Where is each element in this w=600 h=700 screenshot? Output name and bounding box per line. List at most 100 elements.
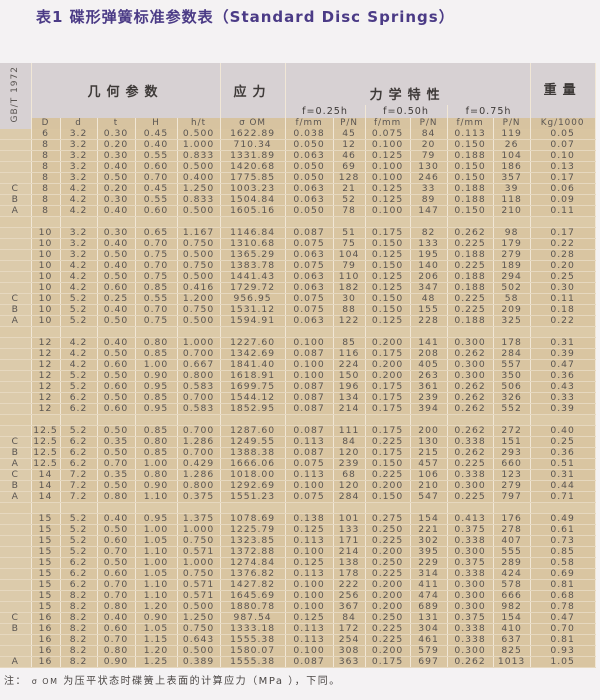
table-cell: 0.188 [447, 315, 494, 327]
table-cell: 6 [31, 129, 61, 140]
table-cell: 1555.38 [220, 634, 286, 646]
table-cell: 0.500 [177, 129, 221, 140]
table-cell: 0.100 [285, 645, 334, 657]
table-cell: 289 [493, 557, 531, 569]
table-cell: 0.40 [97, 513, 136, 525]
table-cell: 325 [493, 315, 531, 327]
table-cell: 547 [410, 491, 448, 503]
table-cell: 0.80 [135, 469, 178, 481]
table-row: C 16 8.2 0.40 0.90 1.250 987.54 0.125 84 0.250 131… [0, 612, 596, 624]
table-cell: 0.150 [365, 238, 411, 250]
table-cell: 0.18 [530, 304, 596, 316]
table-cell: 0.05 [530, 129, 596, 140]
table-cell: 0.225 [447, 260, 494, 272]
table-cell: 0.150 [447, 205, 494, 217]
table-wrapper: GB/T 1972 几何参数 应力 力学特性 重量 f=0.25h f=0.50… [0, 63, 600, 689]
table-cell: 0.188 [447, 271, 494, 283]
table-cell: 0.65 [135, 227, 178, 239]
grade-cell [0, 348, 32, 360]
table-cell: 0.075 [285, 491, 334, 503]
table-row: 12.5 5.2 0.50 0.85 0.700 1287.60 0.087 111 0.175… [0, 425, 596, 437]
table-cell: 0.13 [530, 161, 596, 173]
table-cell: 0.40 [97, 205, 136, 217]
footnote: 注： σ OM 为压平状态时碟簧上表面的计算应力（MPa ），下同。 [4, 675, 600, 689]
table-cell: 179 [493, 238, 531, 250]
table-cell: 0.60 [97, 282, 136, 294]
column-header: P/N [333, 118, 366, 129]
table-cell: 48 [410, 293, 448, 305]
table-cell: 410 [493, 623, 531, 635]
table-cell: 1.00 [135, 359, 178, 371]
table-cell: 0.22 [530, 315, 596, 327]
table-cell: 0.175 [365, 348, 411, 360]
table-cell: 0.667 [177, 359, 221, 371]
table-cell: 12.5 [31, 458, 61, 470]
table-cell: 178 [333, 568, 366, 580]
table-cell: 1.05 [135, 535, 178, 547]
spacer-cell [333, 414, 366, 426]
table-cell: 0.200 [365, 337, 411, 349]
table-cell: 1.10 [135, 546, 178, 558]
table-cell: 12 [31, 370, 61, 382]
table-cell: 0.200 [365, 546, 411, 558]
table-cell: 0.40 [97, 304, 136, 316]
table-cell: 0.50 [97, 249, 136, 261]
table-cell: 1331.89 [220, 150, 286, 162]
table-cell: 147 [410, 205, 448, 217]
table-cell: 4.2 [60, 194, 98, 206]
table-cell: 263 [410, 370, 448, 382]
table-cell: 1544.12 [220, 392, 286, 404]
spacer-cell [493, 326, 531, 338]
table-cell: 0.700 [177, 425, 221, 437]
column-header: D [31, 118, 61, 129]
table-cell: 326 [493, 392, 531, 404]
column-header: f/mm [365, 118, 411, 129]
column-header: H [135, 118, 178, 129]
table-row: 15 6.2 0.50 1.00 1.000 1274.84 0.125 138 0.250 22… [0, 557, 596, 569]
spacer-cell [220, 216, 286, 228]
table-cell: 16 [31, 634, 61, 646]
table-cell: 254 [333, 634, 366, 646]
table-cell: 0.17 [530, 227, 596, 239]
spacer-cell [447, 326, 494, 338]
table-cell: 0.60 [97, 381, 136, 393]
table-cell: 1.10 [135, 491, 178, 503]
table-cell: 3.2 [60, 249, 98, 261]
table-cell: 0.571 [177, 590, 221, 602]
spacer-cell [333, 326, 366, 338]
table-cell: 1274.84 [220, 557, 286, 569]
table-cell: 196 [333, 381, 366, 393]
table-row: 8 3.2 0.20 0.40 1.000 710.34 0.050 12 0.100 20 0.1… [0, 139, 596, 151]
table-cell: 210 [493, 205, 531, 217]
table-cell: 4.2 [60, 205, 98, 217]
table-cell: 21 [333, 183, 366, 195]
table-cell: 8.2 [60, 634, 98, 646]
table-cell: 8 [31, 205, 61, 217]
table-cell: 0.125 [285, 524, 334, 536]
table-cell: 154 [493, 612, 531, 624]
table-cell: 16 [31, 645, 61, 657]
spacer-cell [135, 414, 178, 426]
grade-cell [0, 150, 32, 162]
table-cell: 4.2 [60, 337, 98, 349]
table-cell: 0.413 [447, 513, 494, 525]
table-row: A 16 8.2 0.90 1.25 0.389 1555.38 0.087 363 0.175 6… [0, 656, 596, 668]
table-cell: 0.40 [97, 612, 136, 624]
table-cell: 206 [410, 271, 448, 283]
table-cell: 0.050 [285, 172, 334, 184]
table-cell: 0.09 [530, 194, 596, 206]
spacer-cell [60, 502, 98, 514]
table-cell: 0.500 [177, 315, 221, 327]
table-cell: 1841.40 [220, 359, 286, 371]
table-cell: 0.500 [177, 601, 221, 613]
table-cell: 200 [410, 425, 448, 437]
table-cell: 12.5 [31, 436, 61, 448]
table-cell: 14 [31, 491, 61, 503]
table-cell: 0.36 [530, 447, 596, 459]
table-cell: 210 [410, 480, 448, 492]
table-cell: 1.286 [177, 469, 221, 481]
table-cell: 1.10 [135, 590, 178, 602]
table-cell: 1551.23 [220, 491, 286, 503]
table-cell: 84 [333, 612, 366, 624]
table-cell: 0.300 [447, 601, 494, 613]
